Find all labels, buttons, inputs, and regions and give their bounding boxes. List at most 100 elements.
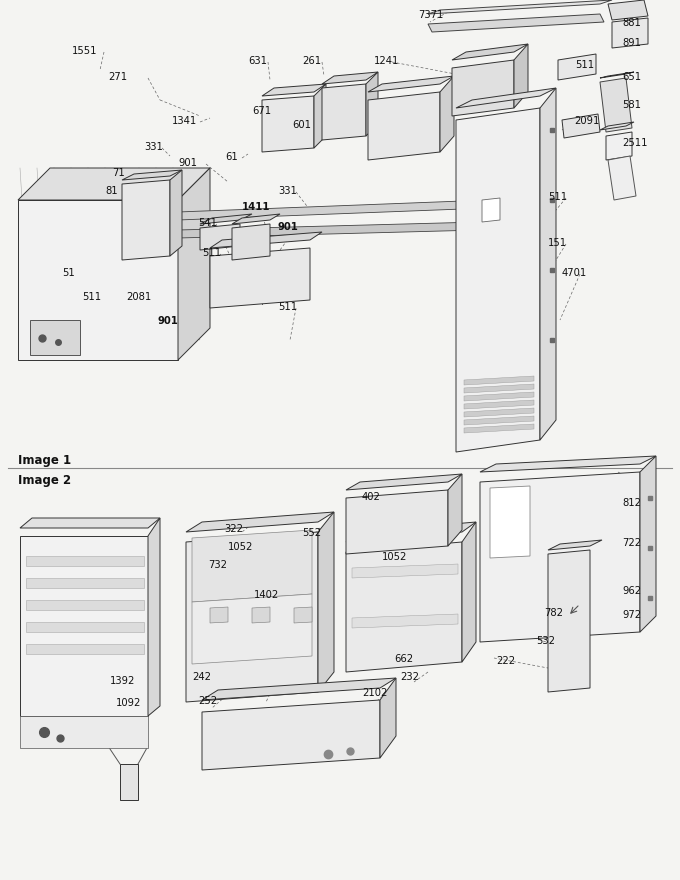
Polygon shape <box>26 556 144 566</box>
Polygon shape <box>200 224 240 250</box>
Polygon shape <box>232 214 280 224</box>
Polygon shape <box>514 44 528 108</box>
Text: 662: 662 <box>394 654 413 664</box>
Polygon shape <box>178 222 480 238</box>
Polygon shape <box>380 678 396 758</box>
Polygon shape <box>440 76 454 152</box>
Polygon shape <box>252 607 270 623</box>
Text: 151: 151 <box>548 238 567 248</box>
Polygon shape <box>210 248 310 308</box>
Polygon shape <box>178 198 540 220</box>
Polygon shape <box>464 416 534 425</box>
Text: Image 1: Image 1 <box>18 454 71 467</box>
Polygon shape <box>456 108 540 452</box>
Text: 901: 901 <box>278 222 299 232</box>
Text: Image 2: Image 2 <box>18 474 71 487</box>
Text: 901: 901 <box>178 158 197 168</box>
Text: 581: 581 <box>622 100 641 110</box>
Polygon shape <box>210 607 228 623</box>
Polygon shape <box>548 550 590 692</box>
Polygon shape <box>540 88 556 440</box>
Polygon shape <box>262 84 326 96</box>
Polygon shape <box>464 376 534 385</box>
Polygon shape <box>366 72 378 136</box>
Text: 532: 532 <box>536 636 555 646</box>
Text: 331: 331 <box>144 142 163 152</box>
Text: 782: 782 <box>544 608 563 618</box>
Polygon shape <box>448 474 462 546</box>
Polygon shape <box>18 200 178 360</box>
Text: 511: 511 <box>202 248 221 258</box>
Polygon shape <box>20 536 148 716</box>
Polygon shape <box>30 320 80 355</box>
Text: 271: 271 <box>108 72 127 82</box>
Polygon shape <box>608 156 636 200</box>
Text: 1551: 1551 <box>72 46 97 56</box>
Polygon shape <box>322 84 366 140</box>
Polygon shape <box>232 224 270 260</box>
Polygon shape <box>122 180 170 260</box>
Polygon shape <box>452 44 528 60</box>
Text: 1092: 1092 <box>116 698 141 708</box>
Text: 2081: 2081 <box>126 292 151 302</box>
Polygon shape <box>640 456 656 632</box>
Polygon shape <box>262 96 314 152</box>
Text: 331: 331 <box>278 186 297 196</box>
Polygon shape <box>186 532 318 702</box>
Text: 732: 732 <box>208 560 227 570</box>
Polygon shape <box>26 644 144 654</box>
Polygon shape <box>294 607 312 623</box>
Text: 252: 252 <box>198 696 217 706</box>
Polygon shape <box>548 540 602 550</box>
Polygon shape <box>464 400 534 409</box>
Polygon shape <box>480 456 656 472</box>
Polygon shape <box>352 614 458 628</box>
Text: 722: 722 <box>622 538 641 548</box>
Text: 601: 601 <box>292 120 311 130</box>
Text: 1052: 1052 <box>228 542 254 552</box>
Polygon shape <box>26 578 144 588</box>
Polygon shape <box>346 542 462 672</box>
Text: 881: 881 <box>622 18 641 28</box>
Text: 511: 511 <box>548 192 567 202</box>
Text: 962: 962 <box>622 586 641 596</box>
Polygon shape <box>346 490 448 554</box>
Text: 7371: 7371 <box>418 10 443 20</box>
Polygon shape <box>462 522 476 662</box>
Polygon shape <box>170 170 182 256</box>
Polygon shape <box>202 678 396 700</box>
Text: 1392: 1392 <box>110 676 135 686</box>
Polygon shape <box>600 78 632 132</box>
Polygon shape <box>314 84 326 148</box>
Polygon shape <box>186 512 334 532</box>
Polygon shape <box>600 72 634 78</box>
Text: 901: 901 <box>158 316 179 326</box>
Text: 1241: 1241 <box>374 56 399 66</box>
Polygon shape <box>346 522 476 542</box>
Text: 222: 222 <box>496 656 515 666</box>
Polygon shape <box>428 14 604 32</box>
Polygon shape <box>428 0 612 14</box>
Polygon shape <box>368 76 454 92</box>
Text: 552: 552 <box>302 528 321 538</box>
Text: 511: 511 <box>575 60 594 70</box>
Polygon shape <box>490 486 530 558</box>
Text: 891: 891 <box>622 38 641 48</box>
Polygon shape <box>608 0 648 20</box>
Polygon shape <box>200 214 252 224</box>
Text: 972: 972 <box>622 610 641 620</box>
Polygon shape <box>318 512 334 692</box>
Polygon shape <box>26 600 144 610</box>
Polygon shape <box>18 168 210 200</box>
Polygon shape <box>464 384 534 393</box>
Polygon shape <box>192 594 312 664</box>
Text: 4701: 4701 <box>562 268 588 278</box>
Text: 2102: 2102 <box>362 688 388 698</box>
Polygon shape <box>368 92 440 160</box>
Polygon shape <box>464 392 534 401</box>
Polygon shape <box>148 518 160 716</box>
Polygon shape <box>600 122 634 130</box>
Text: 631: 631 <box>248 56 267 66</box>
Polygon shape <box>120 764 138 800</box>
Polygon shape <box>20 716 148 748</box>
